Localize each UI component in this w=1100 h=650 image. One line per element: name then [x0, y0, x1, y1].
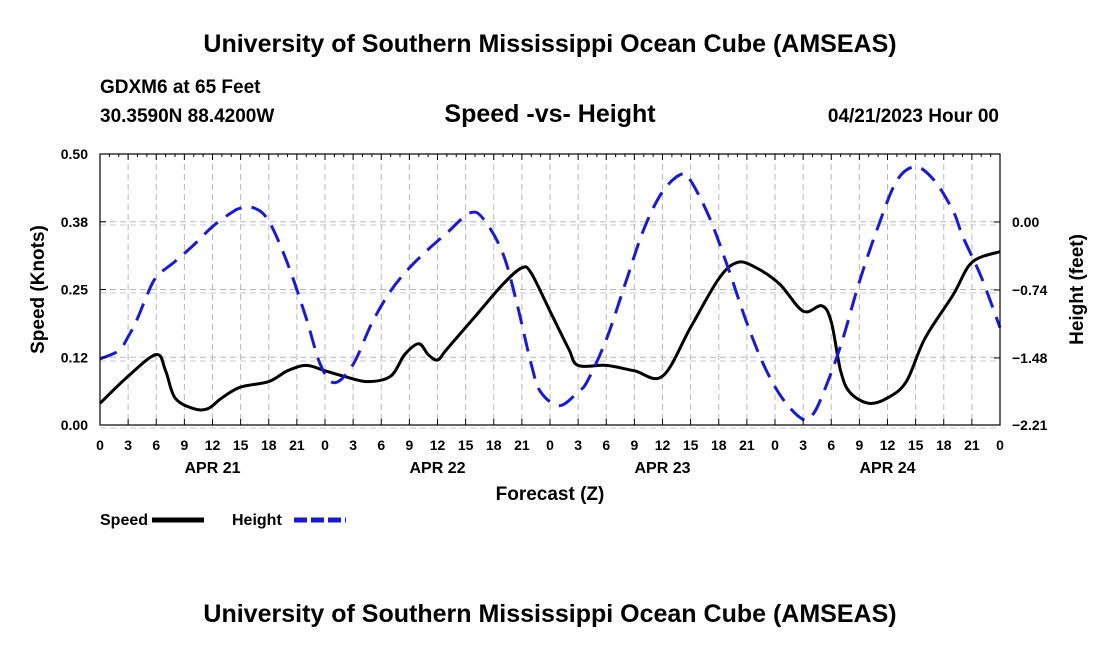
- y-axis-right-label: Height (feet): [1067, 234, 1088, 345]
- x-tick-label: 15: [233, 437, 249, 453]
- x-tick-label: 9: [405, 437, 413, 453]
- x-tick-label: 3: [124, 437, 132, 453]
- legend: Speed Height: [100, 512, 346, 529]
- x-tick-label: 6: [152, 437, 160, 453]
- axes: 0 3 6 9 12 15 18 21 0 3 6 9 12 15 18 21 0 3 6 9 12 15 18 21 0 3 6 9…: [61, 146, 1048, 477]
- chart-title: Speed -vs- Height: [444, 100, 656, 128]
- date-label: APR 23: [634, 460, 690, 477]
- legend-label: Height: [232, 512, 282, 529]
- x-tick-label: 12: [880, 437, 896, 453]
- y-right-tick-label: −2.21: [1012, 417, 1048, 433]
- page-title: University of Southern Mississippi Ocean…: [203, 30, 897, 58]
- x-tick-label: 18: [936, 437, 952, 453]
- height-series-line: [99, 165, 1002, 422]
- series-group: [98, 165, 1002, 422]
- x-tick-label: 21: [739, 437, 755, 453]
- x-tick-label: 0: [771, 437, 779, 453]
- x-tick-label: 3: [574, 437, 582, 453]
- footer-title: University of Southern Mississippi Ocean…: [203, 600, 897, 628]
- x-tick-label: 15: [683, 437, 699, 453]
- y-right-tick-label: −1.48: [1012, 350, 1048, 366]
- y-left-tick-label: 0.00: [61, 417, 88, 433]
- y-left-tick-label: 0.12: [61, 349, 88, 365]
- x-tick-label: 21: [964, 437, 980, 453]
- date-label: APR 24: [859, 460, 915, 477]
- x-tick-label: 9: [855, 437, 863, 453]
- x-tick-label: 0: [546, 437, 554, 453]
- y-left-tick-label: 0.25: [61, 282, 88, 298]
- y-left-tick-label: 0.38: [61, 214, 88, 230]
- x-tick-label: 12: [430, 437, 446, 453]
- x-tick-label: 0: [996, 437, 1004, 453]
- x-tick-label: 21: [289, 437, 305, 453]
- y-right-tick-label: 0.00: [1012, 214, 1039, 230]
- x-tick-label: 15: [458, 437, 474, 453]
- x-tick-label: 12: [205, 437, 221, 453]
- x-tick-label: 3: [349, 437, 357, 453]
- x-tick-label: 18: [261, 437, 277, 453]
- x-tick-label: 21: [514, 437, 530, 453]
- speed-series-line: [98, 250, 1001, 412]
- x-tick-label: 0: [96, 437, 104, 453]
- datetime-label: 04/21/2023 Hour 00: [827, 106, 999, 127]
- x-tick-label: 6: [827, 437, 835, 453]
- x-tick-label: 6: [602, 437, 610, 453]
- y-left-tick-label: 0.50: [61, 146, 88, 162]
- x-tick-label: 6: [377, 437, 385, 453]
- x-tick-label: 3: [799, 437, 807, 453]
- x-tick-label: 0: [321, 437, 329, 453]
- x-tick-label: 9: [180, 437, 188, 453]
- coordinates-label: 30.3590N 88.4200W: [100, 106, 275, 127]
- x-tick-label: 18: [486, 437, 502, 453]
- legend-label: Speed: [100, 512, 148, 529]
- x-tick-label: 12: [655, 437, 671, 453]
- y-right-tick-label: −0.74: [1012, 282, 1048, 298]
- x-axis-label: Forecast (Z): [496, 484, 605, 505]
- grid: [100, 154, 1000, 429]
- y-axis-left-label: Speed (Knots): [28, 225, 49, 354]
- date-label: APR 22: [409, 460, 465, 477]
- x-tick-label: 18: [711, 437, 727, 453]
- x-tick-label: 9: [630, 437, 638, 453]
- station-label: GDXM6 at 65 Feet: [100, 77, 261, 98]
- x-tick-label: 15: [908, 437, 924, 453]
- date-label: APR 21: [184, 460, 240, 477]
